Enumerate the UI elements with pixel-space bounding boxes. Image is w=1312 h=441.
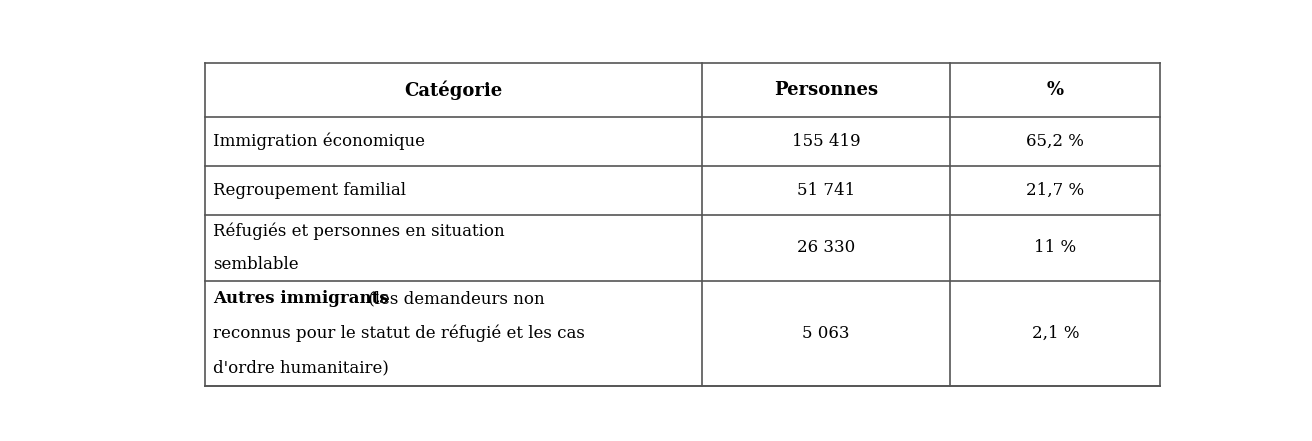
Text: Autres immigrants: Autres immigrants bbox=[213, 290, 388, 307]
Text: 2,1 %: 2,1 % bbox=[1031, 325, 1078, 342]
Text: d'ordre humanitaire): d'ordre humanitaire) bbox=[213, 360, 388, 377]
Text: 26 330: 26 330 bbox=[796, 239, 855, 257]
Text: semblable: semblable bbox=[213, 256, 298, 273]
Text: %: % bbox=[1047, 81, 1064, 99]
Text: Catégorie: Catégorie bbox=[404, 80, 502, 100]
Text: Immigration économique: Immigration économique bbox=[213, 133, 425, 150]
Text: 5 063: 5 063 bbox=[802, 325, 850, 342]
Text: 51 741: 51 741 bbox=[796, 182, 855, 199]
Text: Personnes: Personnes bbox=[774, 81, 878, 99]
Text: 65,2 %: 65,2 % bbox=[1026, 133, 1084, 150]
Text: Regroupement familial: Regroupement familial bbox=[213, 182, 405, 199]
Text: (les demandeurs non: (les demandeurs non bbox=[363, 290, 544, 307]
Text: Réfugiés et personnes en situation: Réfugiés et personnes en situation bbox=[213, 223, 504, 240]
Text: 11 %: 11 % bbox=[1034, 239, 1076, 257]
Text: 155 419: 155 419 bbox=[791, 133, 861, 150]
Text: reconnus pour le statut de réfugié et les cas: reconnus pour le statut de réfugié et le… bbox=[213, 325, 585, 342]
Text: 21,7 %: 21,7 % bbox=[1026, 182, 1085, 199]
